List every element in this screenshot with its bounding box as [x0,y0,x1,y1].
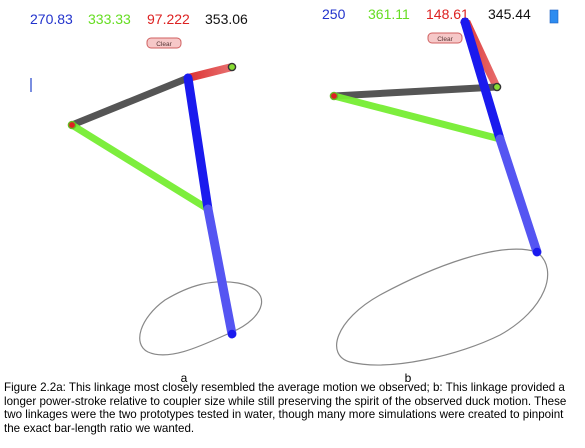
pivot-b-left [329,91,339,101]
readout-b-blue: 250 [322,6,346,22]
pivot-a-left [67,120,77,130]
readout-a-blue: 270.83 [30,11,73,27]
pivot-a-right [227,62,237,72]
clear-button-b[interactable]: Clear [427,32,463,44]
figure-caption: Figure 2.2a: This linkage most closely r… [4,381,567,435]
readout-a-red: 97.222 [147,11,190,27]
red-bar-a [184,63,236,82]
foot-joint-b [532,247,542,257]
blue-bar-a-upper [183,73,213,214]
readout-b-red: 148.61 [426,6,469,22]
readout-b-green: 361.11 [368,6,410,22]
blue-bar-b-lower [495,134,542,257]
green-bar-b [330,92,504,143]
gray-coupler-a [68,74,192,129]
blue-indicator-block [549,9,559,24]
clear-button-a[interactable]: Clear [146,37,182,49]
pivot-b-right [492,82,502,92]
motion-path-a [139,281,263,356]
green-bar-a [68,121,212,213]
motion-path-b [336,248,549,366]
panel-label-a: a [181,371,188,385]
clear-button-b-label: Clear [437,36,453,43]
panel-b: 250 361.11 148.61 345.44 Clear b [322,6,559,385]
readout-a-black: 353.06 [205,11,248,27]
gray-coupler-b [330,83,501,100]
foot-joint-a [227,329,237,339]
readout-a-green: 333.33 [88,11,131,27]
panel-label-b: b [405,371,412,385]
readout-b-black: 345.44 [488,6,531,22]
panel-a: 270.83 333.33 97.222 353.06 Clear a [30,11,263,385]
clear-button-a-label: Clear [156,41,172,48]
blue-bar-b-upper [460,17,505,144]
blue-bar-a-lower [203,204,237,339]
